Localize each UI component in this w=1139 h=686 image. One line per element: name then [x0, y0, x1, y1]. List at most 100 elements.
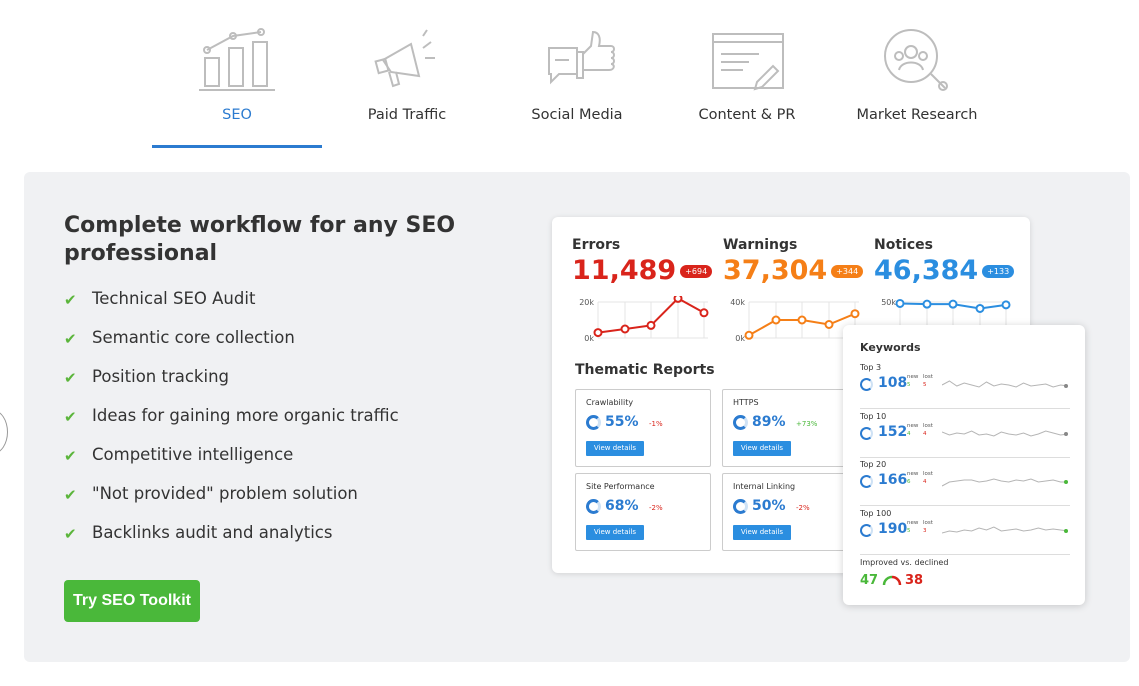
sparkline-path: [942, 380, 1068, 388]
progress-ring-icon: [860, 475, 873, 488]
axis-tick-label: 40k: [730, 298, 745, 307]
report-site-performance: Site Performance 68% -2% View details: [575, 473, 711, 551]
improved-count: 47: [860, 573, 879, 588]
keyword-count: 190: [878, 521, 908, 537]
data-point: [922, 299, 932, 309]
report-percent: 50%: [752, 498, 786, 514]
feature-list: ✔ Technical SEO Audit ✔ Semantic core coll…: [64, 289, 399, 562]
check-icon: ✔: [64, 330, 77, 348]
new-label: new: [907, 520, 919, 526]
data-point: [948, 299, 958, 309]
report-percent: 89%: [752, 414, 786, 430]
list-item: ✔ Competitive intelligence: [64, 445, 294, 465]
lost-label: lost: [923, 374, 933, 380]
lost-label: lost: [923, 520, 933, 526]
tab-label: Paid Traffic: [367, 107, 447, 123]
check-icon: ✔: [64, 369, 77, 387]
data-point: [744, 330, 754, 340]
thumbs-up-icon: [548, 30, 615, 85]
report-internal-linking: Internal Linking 50% -2% View details: [722, 473, 858, 551]
keyword-count: 108: [878, 375, 908, 391]
keyword-lost: lost 5: [923, 373, 933, 389]
sparkline-path: [942, 478, 1068, 487]
report-delta: -2%: [649, 504, 663, 512]
data-point: [850, 309, 860, 319]
new-count: 5: [907, 528, 911, 534]
data-point: [593, 328, 603, 338]
keyword-range-label: Top 10: [860, 412, 887, 421]
new-label: new: [907, 471, 919, 477]
new-count: 6: [907, 479, 911, 485]
list-item: ✔ "Not provided" problem solution: [64, 484, 358, 504]
tab-paid-traffic[interactable]: Paid Traffic: [322, 0, 492, 148]
data-point: [797, 315, 807, 325]
axis-tick-label: 50k: [881, 298, 896, 307]
progress-ring-icon: [586, 415, 601, 430]
try-seo-toolkit-button[interactable]: Try SEO Toolkit: [64, 580, 200, 622]
data-point: [699, 308, 709, 318]
lost-count: 4: [923, 431, 927, 437]
tab-market-research[interactable]: Market Research: [832, 0, 1002, 148]
report-delta: -1%: [649, 420, 663, 428]
keyword-lost: lost 4: [923, 470, 933, 486]
metric-errors: Errors 11,489 +694: [572, 237, 722, 286]
list-item: ✔ Semantic core collection: [64, 328, 295, 348]
keyword-lost: lost 3: [923, 519, 933, 535]
list-item: ✔ Ideas for gaining more organic traffic: [64, 406, 399, 426]
data-point: [824, 320, 834, 329]
metric-label: Notices: [874, 237, 933, 253]
keyword-new: new 4: [907, 422, 918, 438]
keyword-row-top3: Top 3 108 new 5 lost 5: [860, 363, 1070, 409]
category-tabs: SEO Paid Traffic Social Media Conte: [152, 0, 1002, 148]
sparkline-end-dot: [1064, 529, 1068, 533]
lost-count: 5: [923, 382, 927, 388]
progress-ring-icon: [586, 499, 601, 514]
list-item: ✔ Position tracking: [64, 367, 229, 387]
metric-number: 11,489: [572, 255, 677, 286]
report-crawlability: Crawlability 55% -1% View details: [575, 389, 711, 467]
metric-label: Warnings: [723, 237, 798, 253]
new-label: new: [907, 374, 919, 380]
progress-ring-icon: [733, 499, 748, 514]
tab-label: SEO: [222, 107, 252, 123]
keyword-count: 166: [878, 472, 908, 488]
scroll-arrow-button[interactable]: [0, 410, 8, 454]
progress-ring-icon: [860, 427, 873, 440]
list-item: ✔ Backlinks audit and analytics: [64, 523, 333, 543]
view-details-button[interactable]: View details: [733, 525, 791, 540]
sparkline-path: [942, 430, 1068, 437]
tab-social-media[interactable]: Social Media: [492, 0, 662, 148]
axis-tick-label: 0k: [584, 334, 594, 343]
report-delta: +73%: [796, 420, 818, 428]
report-percent: 55%: [605, 414, 639, 430]
bar-chart-icon: [199, 28, 275, 91]
tab-label: Social Media: [531, 107, 623, 123]
lost-label: lost: [923, 423, 933, 429]
new-label: new: [907, 423, 919, 429]
view-details-button[interactable]: View details: [733, 441, 791, 456]
warnings-minichart: 40k 0k: [730, 298, 860, 343]
axis-tick-label: 20k: [579, 298, 594, 307]
keyword-count: 152: [878, 424, 908, 440]
declined-count: 38: [905, 573, 924, 588]
list-item: ✔ Technical SEO Audit: [64, 289, 256, 309]
metric-warnings: Warnings 37,304 +344: [723, 237, 873, 286]
keywords-title: Keywords: [860, 341, 921, 354]
report-name: Crawlability: [586, 398, 634, 407]
keyword-row-top100: Top 100 190 new 5 lost 3: [860, 509, 1070, 555]
tab-content-pr[interactable]: Content & PR: [662, 0, 832, 148]
view-details-button[interactable]: View details: [586, 525, 644, 540]
tab-seo[interactable]: SEO: [152, 0, 322, 148]
data-point: [646, 320, 656, 330]
sparkline-path: [942, 526, 1068, 534]
site-audit-card: Errors 11,489 +694 Warnings 37,304 +344 No…: [552, 217, 1030, 573]
sparkline-end-dot: [1064, 432, 1068, 436]
lost-label: lost: [923, 471, 933, 477]
metric-badge: +133: [982, 265, 1015, 278]
view-details-button[interactable]: View details: [586, 441, 644, 456]
data-point: [771, 315, 781, 325]
document-pen-icon: [712, 33, 784, 91]
keyword-row-top10: Top 10 152 new 4 lost 4: [860, 412, 1070, 458]
metric-value: 46,384 +133: [874, 255, 1024, 286]
metric-value: 37,304 +344: [723, 255, 873, 286]
